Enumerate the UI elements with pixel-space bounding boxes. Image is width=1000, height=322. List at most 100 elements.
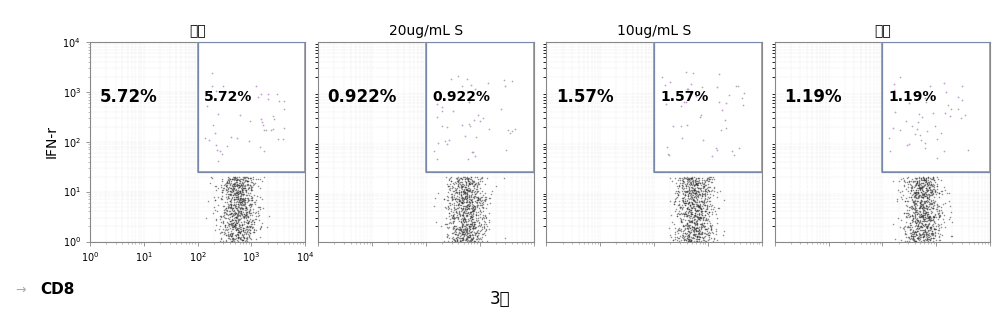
Point [672, 228, 688, 233]
Point [922, 226, 938, 231]
Point [443, 76, 459, 81]
Point [473, 209, 489, 214]
Point [917, 214, 933, 219]
Point [695, 237, 711, 242]
Point [465, 206, 481, 211]
Point [688, 208, 704, 213]
Point [234, 192, 250, 197]
Point [452, 238, 468, 243]
Point [921, 186, 937, 191]
Point [930, 230, 946, 235]
Point [905, 237, 921, 242]
Point [690, 214, 706, 219]
Point [227, 175, 243, 180]
Point [701, 176, 717, 182]
Point [918, 192, 934, 197]
Point [455, 217, 471, 222]
Point [235, 199, 251, 204]
Point [702, 174, 718, 179]
Point [899, 143, 915, 148]
Point [931, 191, 947, 196]
Point [232, 188, 248, 194]
Point [681, 233, 697, 238]
Point [687, 226, 703, 232]
Point [448, 188, 464, 193]
Point [924, 201, 940, 206]
Point [227, 217, 243, 223]
Point [936, 148, 952, 153]
Point [697, 186, 713, 191]
Point [691, 233, 707, 239]
Point [902, 227, 918, 232]
Point [908, 181, 924, 186]
Point [441, 201, 457, 206]
Point [441, 214, 457, 219]
Point [690, 178, 706, 184]
Point [460, 176, 476, 182]
Point [228, 222, 244, 227]
Point [931, 191, 947, 196]
Point [909, 211, 925, 216]
Point [907, 131, 923, 136]
Point [458, 185, 474, 190]
Point [914, 183, 930, 188]
Point [942, 113, 958, 118]
Point [916, 193, 932, 198]
Point [914, 115, 930, 120]
Point [908, 238, 924, 243]
Point [730, 84, 746, 89]
Point [446, 230, 462, 235]
Point [687, 206, 703, 211]
Point [203, 174, 219, 179]
Point [914, 192, 930, 197]
Point [679, 221, 695, 226]
Point [461, 202, 477, 207]
Point [680, 193, 696, 198]
Point [908, 222, 924, 227]
Point [222, 219, 238, 224]
Point [705, 238, 721, 243]
Point [909, 226, 925, 231]
Point [460, 157, 476, 162]
Point [918, 224, 934, 229]
Point [260, 92, 276, 97]
Point [224, 176, 240, 182]
Point [907, 191, 923, 196]
Point [441, 177, 457, 183]
Point [455, 201, 471, 206]
Point [925, 110, 941, 115]
Point [908, 238, 924, 243]
Point [242, 175, 258, 180]
Point [917, 194, 933, 199]
Point [707, 209, 723, 214]
Point [464, 208, 480, 213]
Point [472, 228, 488, 233]
Point [660, 152, 676, 157]
Point [226, 223, 242, 229]
Point [232, 236, 248, 242]
Point [235, 176, 251, 181]
Point [689, 214, 705, 219]
Point [464, 216, 480, 222]
Point [687, 199, 703, 204]
Point [907, 190, 923, 195]
Point [677, 210, 693, 215]
Point [683, 209, 699, 214]
Point [223, 193, 239, 198]
Point [922, 182, 938, 187]
Point [246, 200, 262, 205]
Point [449, 235, 465, 240]
Point [697, 238, 713, 243]
Point [696, 202, 712, 207]
Point [446, 223, 462, 228]
Point [919, 223, 935, 229]
Point [213, 236, 229, 241]
Point [937, 110, 953, 115]
Point [927, 227, 943, 232]
Point [903, 194, 919, 199]
Point [902, 181, 918, 186]
Point [695, 200, 711, 205]
Point [926, 187, 942, 192]
Point [685, 204, 701, 209]
Point [904, 186, 920, 191]
